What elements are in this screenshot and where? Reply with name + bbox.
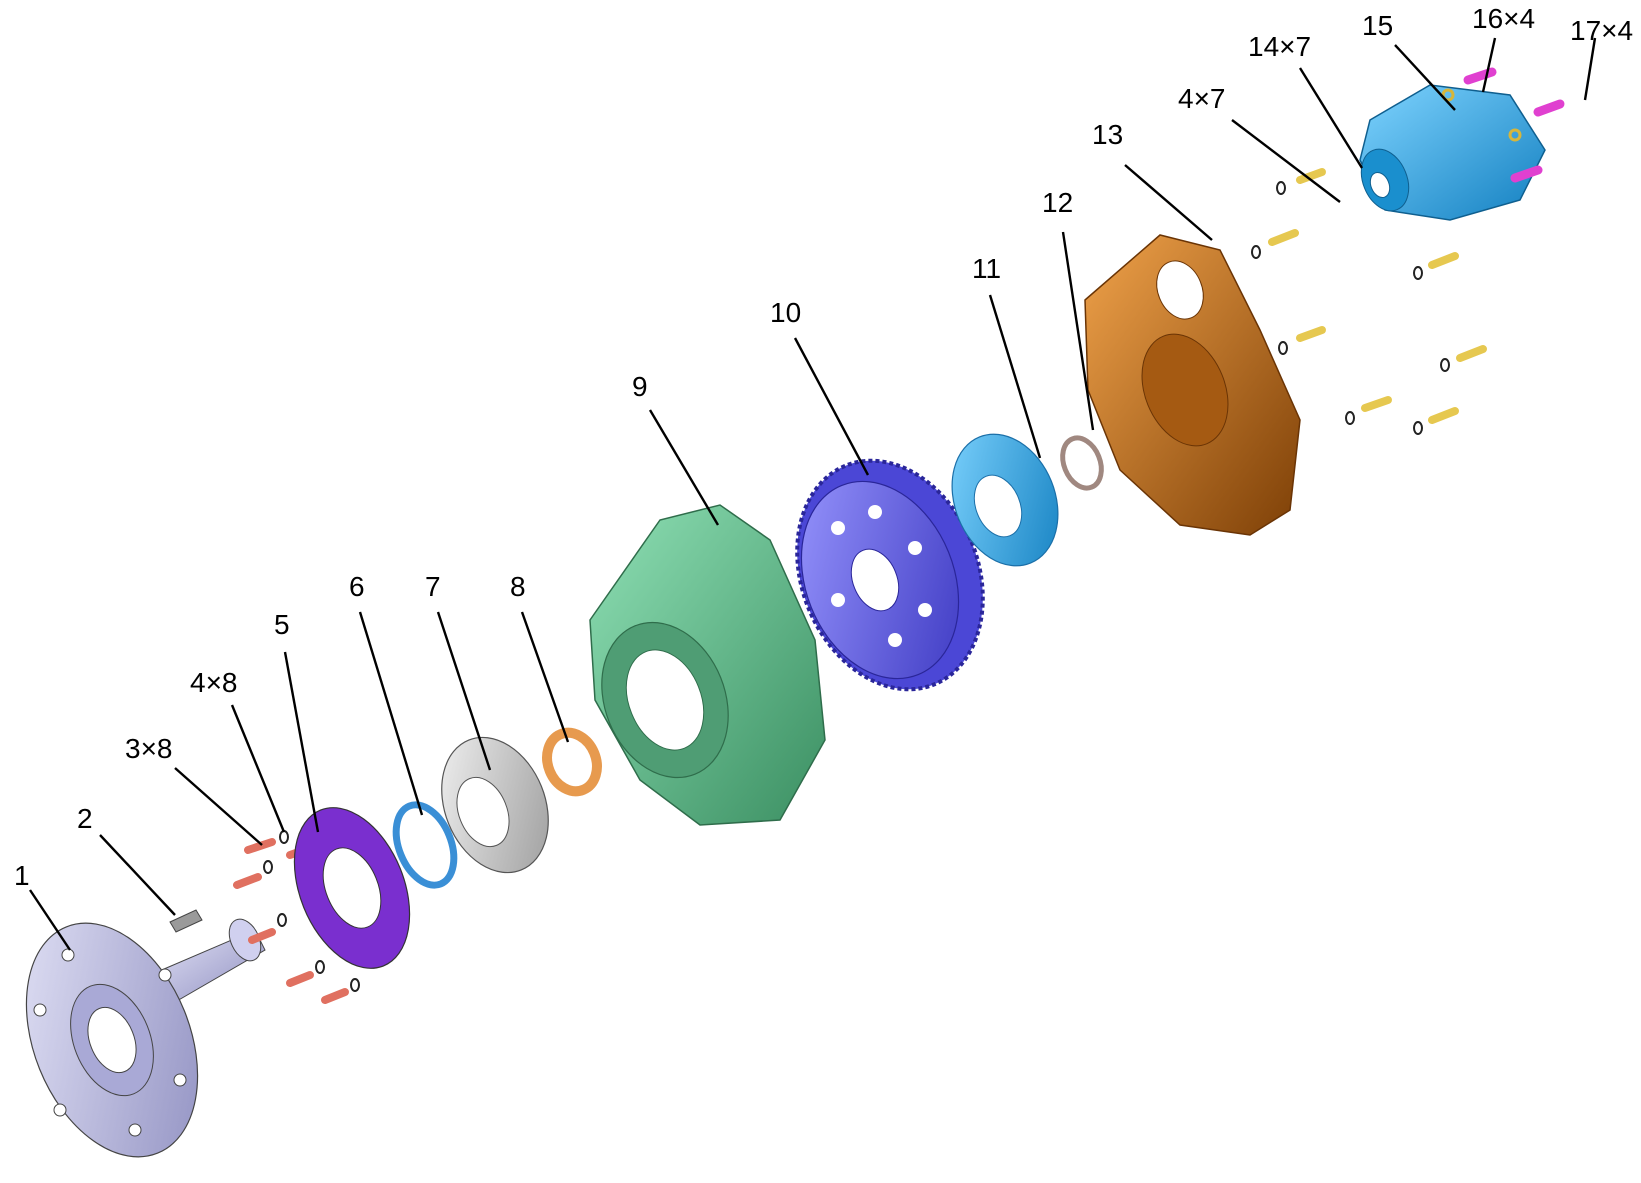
callout-12: 12: [1042, 187, 1073, 218]
part-5-retainer-plate: [293, 807, 411, 969]
callout-16x4: 16×4: [1472, 3, 1535, 34]
part-12-snap-ring: [1060, 435, 1104, 491]
part-6-seal-ring: [392, 801, 458, 889]
callout-8: 8: [510, 571, 526, 602]
part-9-housing: [589, 504, 826, 826]
callout-15: 15: [1362, 10, 1393, 41]
callout-4x7: 4×7: [1178, 83, 1226, 114]
callout-17x4: 17×4: [1570, 15, 1633, 46]
callout-4x8: 4×8: [190, 667, 238, 698]
callout-13: 13: [1092, 119, 1123, 150]
part-1-flange-shaft: [25, 918, 266, 1158]
part-13-cover: [1084, 234, 1301, 536]
part-11-bearing: [951, 433, 1059, 567]
callout-6: 6: [349, 571, 365, 602]
part-14-bolts-right: [1268, 168, 1487, 424]
callout-11: 11: [972, 253, 1001, 284]
part-10-gear: [795, 458, 985, 692]
callout-3x8: 3×8: [125, 733, 173, 764]
callout-14x7: 14×7: [1248, 31, 1311, 62]
callout-2: 2: [77, 803, 93, 834]
part-16-nuts: [1441, 88, 1522, 142]
callout-5: 5: [274, 609, 290, 640]
callout-10: 10: [770, 297, 801, 328]
part-15-motor: [1359, 84, 1546, 221]
callout-9: 9: [632, 371, 648, 402]
part-7-bearing: [441, 736, 549, 874]
leader-lines: [29, 37, 1597, 951]
part-8-bushing: [542, 727, 602, 797]
callout-7: 7: [425, 571, 441, 602]
callout-1: 1: [14, 860, 30, 891]
part-2-key: [169, 909, 203, 933]
callout-labels: 1 2 3×8 4×8 5 6 7 8 9 10 11 12 13 4×7 14…: [14, 3, 1633, 891]
part-4-washers-right: [1251, 181, 1450, 435]
